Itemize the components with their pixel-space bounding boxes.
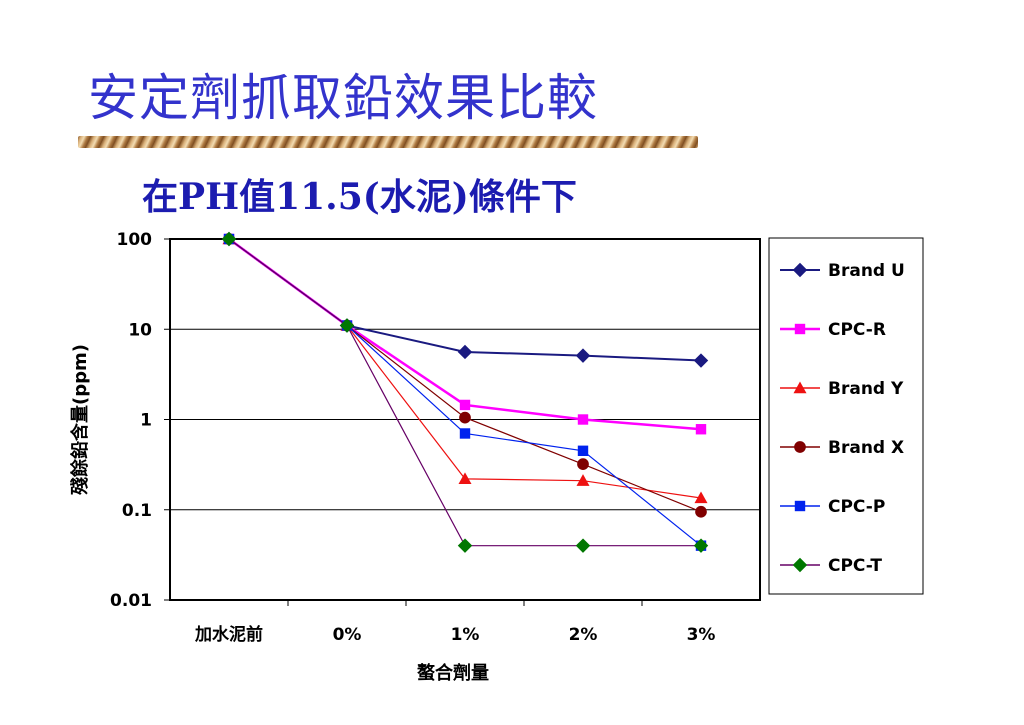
data-point [576,474,590,486]
data-point [458,472,472,485]
plot-frame [169,238,761,601]
y-tick-label: 0.1 [122,501,152,521]
data-point [577,445,589,456]
legend-swatch-marker [793,381,807,394]
data-point [339,318,355,333]
y-tick-label: 1 [140,411,152,431]
data-point [693,353,709,368]
legend-item: Brand U [780,261,905,281]
data-point [221,231,237,247]
legend-item: CPC-T [780,556,882,576]
slide-title: 安定劑抓取鉛效果比較 [88,69,598,127]
y-tick-label: 10 [128,320,152,340]
x-tick-label: 加水泥前 [194,624,263,645]
legend-label: CPC-R [828,320,886,340]
x-tick-label: 0% [333,625,362,645]
legend-label: CPC-T [828,556,882,576]
legend-item: Brand Y [780,379,904,399]
data-point [575,538,591,553]
x-tick-label: 1% [451,625,480,645]
x-tick-label: 3% [687,625,716,645]
legend-swatch-marker [792,262,808,278]
data-point [577,458,589,471]
decorative-rope-divider [78,136,698,148]
data-point [459,399,471,411]
data-point [459,411,471,424]
slide-subtitle: 在PH值11.5(水泥)條件下 [142,176,577,218]
data-point [459,428,471,439]
legend-swatch-marker [794,441,806,453]
legend-item: Brand X [780,438,904,458]
legend-box [768,237,924,595]
data-point [695,505,707,518]
legend-item: CPC-P [780,497,885,517]
legend-label: Brand U [828,261,905,281]
legend-item: CPC-R [780,320,886,340]
data-point [694,491,708,504]
y-axis-title: 殘餘鉛含量(ppm) [69,344,91,495]
y-tick-label: 0.01 [110,591,152,611]
data-point [693,538,709,553]
legend-swatch-marker [794,500,806,512]
legend-label: Brand Y [828,379,904,399]
series-cpc-t [221,231,709,553]
data-point [575,348,591,363]
legend-swatch-marker [792,557,808,573]
x-axis-title: 螯合劑量 [417,662,489,684]
legend-label: Brand X [828,438,904,458]
y-tick-label: 100 [117,230,153,250]
data-point [457,344,473,360]
legend-swatch-marker [794,323,806,335]
legend-label: CPC-P [828,497,885,517]
data-point [577,414,589,425]
x-tick-label: 2% [569,625,598,645]
data-point [457,538,473,553]
data-point [695,424,707,435]
